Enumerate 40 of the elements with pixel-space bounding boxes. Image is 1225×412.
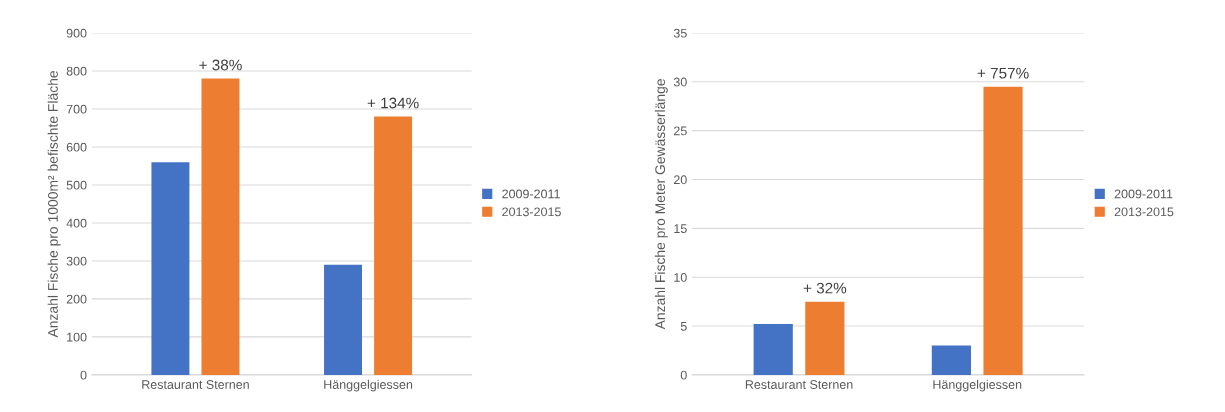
x-tick-label: Restaurant Sternen xyxy=(745,380,853,389)
annotation: + 32% xyxy=(803,282,847,294)
y-tick-label: 15 xyxy=(674,224,687,234)
y-tick-label: 30 xyxy=(673,77,687,87)
x-tick-label: Hänggelgiessen xyxy=(324,379,413,392)
y-tick-label: 10 xyxy=(674,273,687,282)
legend-label: 2013-2015 xyxy=(1114,207,1174,217)
x-tick-label: Hänggelgiessen xyxy=(933,379,1022,392)
bar xyxy=(805,301,845,375)
y-tick-label: 20 xyxy=(673,175,687,185)
y-tick-label: 35 xyxy=(673,28,687,38)
legend-label: 2013-2015 xyxy=(502,207,561,217)
y-tick-label: 600 xyxy=(66,142,87,152)
annotation: + 757% xyxy=(977,67,1029,79)
y-tick-label: 700 xyxy=(66,104,87,114)
y-tick-label: 300 xyxy=(66,256,87,266)
x-tick-label: Restaurant Sternen xyxy=(142,380,249,389)
y-tick-label: 400 xyxy=(66,218,87,228)
annotation: + 38% xyxy=(199,59,242,71)
bar xyxy=(753,324,793,375)
y-tick-label: 500 xyxy=(66,180,87,190)
bar xyxy=(983,86,1023,375)
y-tick-label: 5 xyxy=(680,322,687,331)
annotation: + 134% xyxy=(367,97,419,109)
y-axis-title: Anzahl Fische pro 1000m² befischte Fläche xyxy=(47,70,61,338)
y-tick-label: 0 xyxy=(80,370,87,380)
y-tick-label: 800 xyxy=(66,66,87,76)
bar xyxy=(201,78,240,375)
bar xyxy=(151,162,190,375)
bar xyxy=(931,345,971,375)
legend-label: 2009-2011 xyxy=(502,189,560,199)
bar xyxy=(374,116,413,375)
y-tick-label: 900 xyxy=(66,28,87,38)
y-axis-title: Anzahl Fische pro Meter Gewässerlänge xyxy=(654,79,668,330)
y-tick-label: 200 xyxy=(66,294,87,304)
y-tick-label: 0 xyxy=(680,370,687,380)
y-tick-label: 100 xyxy=(67,332,87,342)
legend-label: 2009-2011 xyxy=(1114,189,1173,199)
bar xyxy=(324,264,363,375)
y-tick-label: 25 xyxy=(673,126,687,136)
